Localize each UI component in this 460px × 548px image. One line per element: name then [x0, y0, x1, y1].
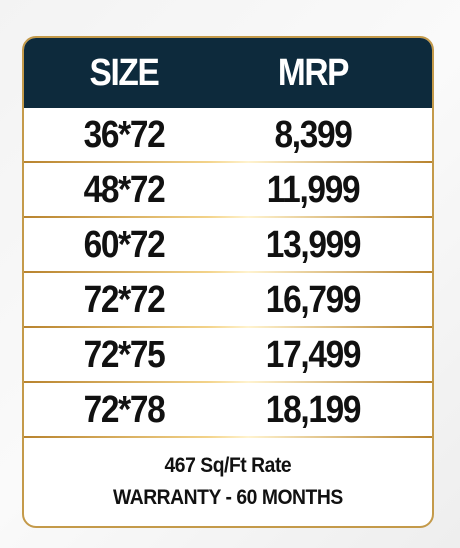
column-header: MRP [277, 51, 350, 94]
price-cell: 11,999 [266, 169, 361, 211]
size-cell: 60*72 [83, 224, 166, 266]
price-cell: 17,499 [265, 334, 362, 376]
table-row: 36*72 8,399 [24, 108, 432, 163]
column-header: SIZE [89, 51, 159, 94]
price-cell: 18,199 [265, 389, 362, 431]
price-cell: 8,399 [274, 114, 352, 156]
size-cell: 72*72 [83, 279, 166, 321]
table-row: 72*75 17,499 [24, 328, 432, 383]
table-row: 72*72 16,799 [24, 273, 432, 328]
price-cell: 13,999 [265, 224, 362, 266]
table-body: 36*72 8,399 48*72 11,999 60*72 13,999 72*72 16,… [24, 108, 432, 438]
size-cell: 72*78 [83, 389, 166, 431]
size-cell: 48*72 [83, 169, 166, 211]
price-table: SIZE MRP 36*72 8,399 48*72 11,999 60*72 13,99… [22, 36, 434, 528]
table-row: 48*72 11,999 [24, 163, 432, 218]
footer-line: WARRANTY - 60 MONTHS [113, 485, 343, 509]
price-cell: 16,799 [265, 279, 362, 321]
table-header: SIZE MRP [24, 38, 432, 108]
footer-line: 467 Sq/Ft Rate [164, 453, 292, 477]
size-cell: 36*72 [83, 114, 166, 156]
table-footer: 467 Sq/Ft Rate WARRANTY - 60 MONTHS [24, 438, 432, 525]
size-cell: 72*75 [83, 334, 166, 376]
table-row: 60*72 13,999 [24, 218, 432, 273]
table-row: 72*78 18,199 [24, 383, 432, 438]
